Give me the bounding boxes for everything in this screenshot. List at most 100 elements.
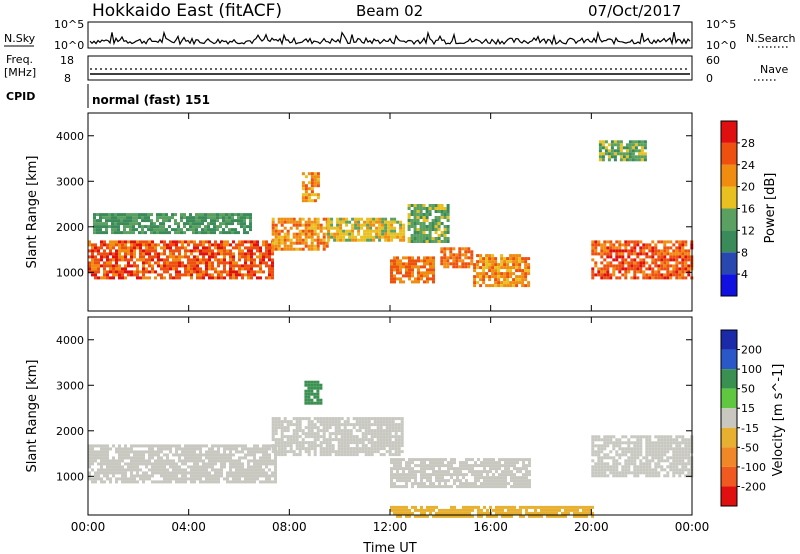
- velocity-region-0-cell: [259, 474, 262, 478]
- power-region-10-cell: [616, 149, 620, 153]
- velocity-region-5-cell: [483, 511, 486, 515]
- power-region-4-cell: [426, 256, 429, 260]
- velocity-region-1-cell: [289, 438, 293, 442]
- power-region-4-cell: [432, 265, 435, 269]
- power-region-4-cell: [420, 277, 423, 281]
- velocity-region-0-cell: [181, 447, 184, 451]
- velocity-region-3-cell: [483, 479, 486, 483]
- velocity-region-2-cell: [307, 386, 311, 390]
- power-region-7-cell: [669, 276, 673, 280]
- power-region-7-cell: [633, 270, 637, 274]
- power-region-7-cell: [648, 243, 652, 247]
- velocity-region-5-cell: [486, 511, 489, 515]
- power-region-7-cell: [591, 240, 595, 244]
- power-region-4-cell: [432, 277, 435, 281]
- power-region-4-cell: [393, 280, 396, 284]
- velocity-region-1-cell: [361, 447, 365, 451]
- power-region-8-cell: [171, 213, 174, 217]
- velocity-region-1-cell: [295, 444, 299, 448]
- velocity-region-5-cell: [549, 508, 552, 512]
- velocity-region-0-cell: [118, 477, 121, 481]
- power-region-8-cell: [201, 222, 204, 226]
- power-region-6-cell: [488, 275, 492, 279]
- power-region-6-cell: [500, 254, 504, 258]
- power-region-10-cell: [628, 149, 632, 153]
- power-region-6-cell: [485, 260, 489, 264]
- power-region-6-cell: [485, 254, 489, 258]
- velocity-region-1-cell: [346, 435, 350, 439]
- velocity-region-0-cell: [139, 462, 142, 466]
- velocity-region-1-cell: [388, 423, 392, 427]
- power-region-0-cell: [253, 273, 256, 277]
- power-region-8-cell: [204, 225, 207, 229]
- power-region-6-cell: [524, 278, 528, 282]
- power-region-0-cell: [112, 273, 115, 277]
- power-region-0-cell: [223, 276, 226, 280]
- power-region-0-cell: [175, 243, 178, 247]
- velocity-region-5-cell: [420, 514, 423, 518]
- velocity-region-3-cell: [396, 473, 399, 477]
- velocity-region-1-cell: [352, 417, 356, 421]
- power-region-1-cell: [295, 226, 299, 230]
- power-region-8-cell: [138, 231, 141, 235]
- power-region-6-cell: [506, 266, 510, 270]
- velocity-region-0-cell: [268, 474, 271, 478]
- velocity-region-3-cell: [474, 473, 477, 477]
- power-region-4-cell: [408, 277, 411, 281]
- power-region-0-cell: [250, 267, 253, 271]
- velocity-region-0-cell: [208, 480, 211, 484]
- velocity-region-0-cell: [157, 444, 160, 448]
- velocity-region-3-cell: [390, 476, 393, 480]
- velocity-region-5-cell: [537, 505, 540, 509]
- velocity-region-3-cell: [468, 470, 471, 474]
- power-region-2-cell: [402, 223, 406, 227]
- velocity-region-5-cell: [555, 508, 558, 512]
- velocity-region-0-cell: [235, 447, 238, 451]
- velocity-region-3-cell: [411, 461, 414, 465]
- power-region-6-cell: [518, 269, 522, 273]
- power-region-6-cell: [509, 269, 513, 273]
- power-region-6-cell: [506, 284, 510, 288]
- cpid-label: CPID: [6, 90, 35, 103]
- power-region-0-cell: [175, 258, 178, 262]
- power-region-0-cell: [250, 255, 253, 259]
- velocity-region-1-cell: [280, 420, 284, 424]
- velocity-region-5-cell: [531, 505, 534, 509]
- velocity-region-3-cell: [495, 464, 498, 468]
- velocity-region-0-cell: [172, 468, 175, 472]
- power-region-8-cell: [135, 213, 138, 217]
- velocity-region-3-cell: [519, 485, 522, 489]
- power-region-1-cell: [310, 232, 314, 236]
- power-region-7-cell: [669, 252, 673, 256]
- velocity-region-1-cell: [319, 435, 323, 439]
- velocity-region-0-cell: [193, 468, 196, 472]
- power-region-1-cell: [283, 238, 287, 242]
- velocity-region-2-cell: [304, 389, 308, 393]
- power-region-4-cell: [414, 262, 417, 266]
- velocity-region-0-cell: [220, 474, 223, 478]
- velocity-region-0-cell: [103, 474, 106, 478]
- velocity-region-4-cell: [606, 435, 610, 439]
- velocity-region-4-cell: [606, 456, 610, 460]
- power-region-0-cell: [244, 258, 247, 262]
- power-region-8-cell: [198, 219, 201, 223]
- power-region-0-cell: [244, 261, 247, 265]
- power-region-0-cell: [112, 270, 115, 274]
- velocity-region-1-cell: [358, 447, 362, 451]
- power-region-7-cell: [657, 255, 661, 259]
- velocity-region-0-cell: [115, 468, 118, 472]
- velocity-region-1-cell: [367, 426, 371, 430]
- velocity-region-1-cell: [373, 423, 377, 427]
- velocity-region-0-cell: [199, 453, 202, 457]
- velocity-region-4-cell: [687, 468, 691, 472]
- power-region-7-cell: [678, 273, 682, 277]
- velocity-region-0-cell: [172, 453, 175, 457]
- velocity-region-0-cell: [88, 447, 91, 451]
- power-region-8-cell: [207, 228, 210, 232]
- velocity-region-3-cell: [453, 461, 456, 465]
- power-region-0-cell: [202, 249, 205, 253]
- velocity-region-3-cell: [432, 473, 435, 477]
- power-region-6-cell: [479, 272, 483, 276]
- power-region-5-cell: [467, 256, 471, 260]
- power-region-0-cell: [193, 249, 196, 253]
